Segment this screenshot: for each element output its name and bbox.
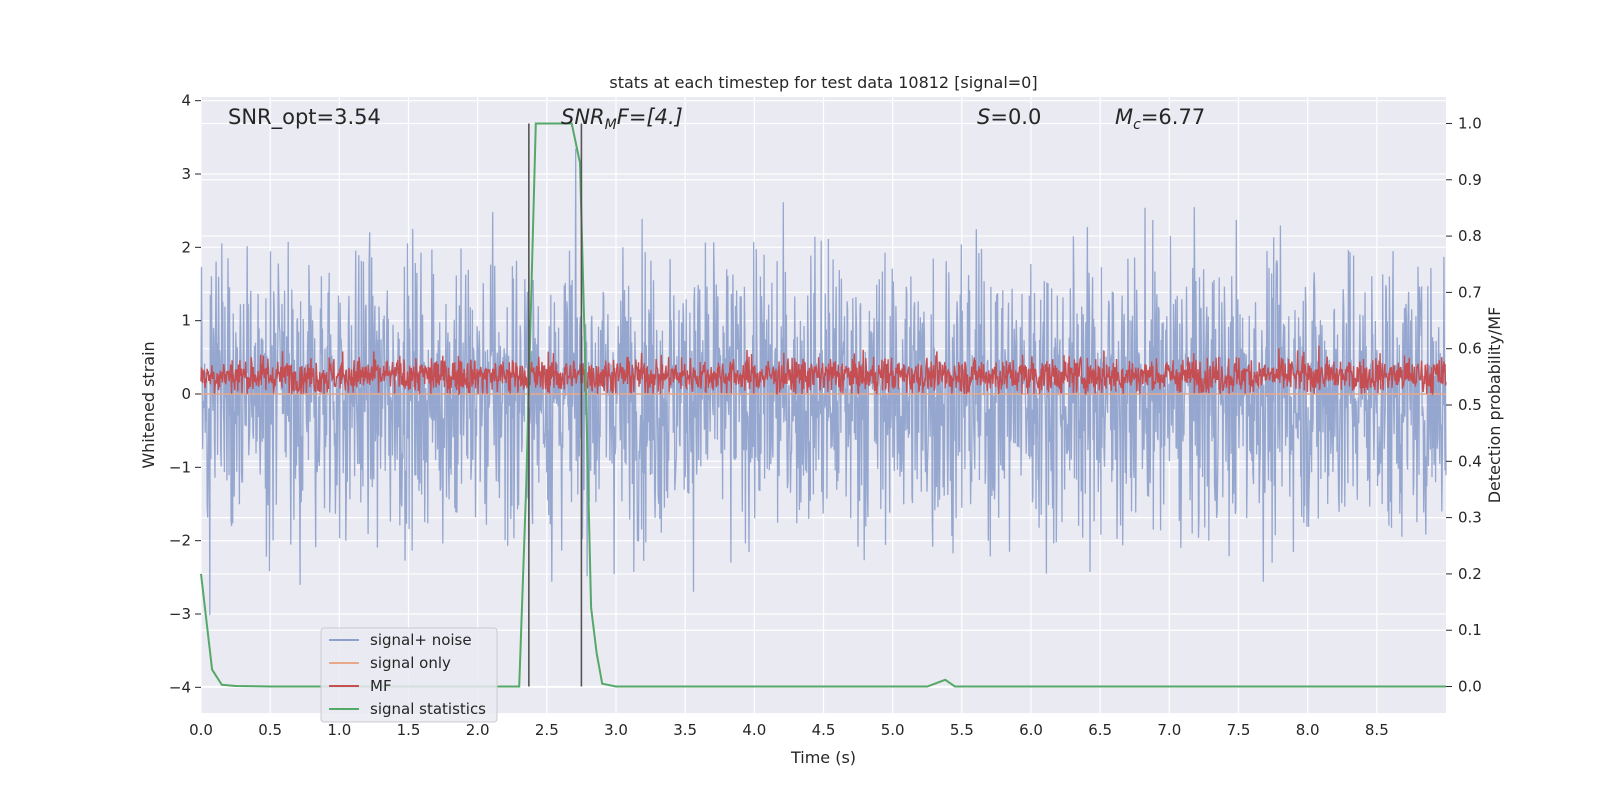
y2-tick-label: 0.0: [1458, 678, 1482, 696]
y2-axis-label: Detection probability/MF: [1485, 307, 1504, 504]
annotation-snr-opt: SNR_opt=3.54: [228, 105, 381, 130]
x-tick-label: 0.5: [258, 721, 282, 739]
y2-tick-label: 0.7: [1458, 283, 1482, 301]
vertical-markers: [528, 123, 583, 687]
y2-tick-label: 0.5: [1458, 396, 1482, 414]
s-symbol: S: [977, 105, 990, 129]
x-tick-label: 8.5: [1365, 721, 1389, 739]
annotation-mc: Mc=6.77: [1115, 105, 1205, 133]
x-tick-label: 3.0: [604, 721, 628, 739]
annotation-snr-mf: SNRMF=[4.]: [561, 105, 683, 133]
snr-mf-rest: F=[4.]: [617, 105, 683, 129]
x-tick-label: 8.0: [1296, 721, 1320, 739]
y2-tick-label: 0.8: [1458, 227, 1482, 245]
legend: signal+ noise signal only MF signal stat…: [320, 627, 498, 723]
legend-label-mf: MF: [370, 677, 392, 695]
x-tick-label: 7.0: [1157, 721, 1181, 739]
y-tick-label: −3: [169, 605, 191, 623]
y2-tick-label: 0.1: [1458, 621, 1482, 639]
y-tick-label: 3: [181, 165, 191, 183]
legend-box: [320, 627, 498, 723]
y-tick-label: 0: [181, 385, 191, 403]
x-tick-label: 2.0: [466, 721, 490, 739]
x-axis-label: Time (s): [790, 748, 856, 767]
x-tick-label: 7.5: [1227, 721, 1251, 739]
annotation-s: S=0.0: [977, 105, 1041, 129]
x-tick-label: 1.0: [327, 721, 351, 739]
y2-ticks: 1.0 0.9 0.8 0.7 0.6 0.5 0.4 0.3 0.2 0.1 0.0: [1446, 114, 1482, 696]
legend-label-signal-noise: signal+ noise: [370, 631, 472, 649]
y2-tick-label: 0.6: [1458, 340, 1482, 358]
y-tick-label: −1: [169, 458, 191, 476]
y2-tick-label: 0.3: [1458, 509, 1482, 527]
snr-mf-subscript: M: [605, 117, 617, 133]
mc-value: =6.77: [1141, 105, 1205, 129]
legend-label-signal-only: signal only: [370, 654, 451, 672]
y-tick-label: 2: [181, 238, 191, 256]
x-tick-label: 0.0: [189, 721, 213, 739]
x-tick-label: 2.5: [535, 721, 559, 739]
mc-symbol: M: [1115, 105, 1133, 129]
y2-tick-label: 0.2: [1458, 565, 1482, 583]
x-tick-label: 5.0: [881, 721, 905, 739]
series-signal-noise-line: [200, 148, 1447, 616]
series-mf-line: [200, 345, 1447, 397]
x-tick-label: 3.5: [673, 721, 697, 739]
y2-tick-label: 0.4: [1458, 452, 1482, 470]
legend-label-signal-statistics: signal statistics: [370, 700, 486, 718]
y-ticks: 4 3 2 1 0 −1 −2 −3 −4: [169, 92, 201, 696]
y-tick-label: −2: [169, 532, 191, 550]
y-tick-label: −4: [169, 678, 191, 696]
x-tick-label: 1.5: [397, 721, 421, 739]
chart-title: stats at each timestep for test data 108…: [609, 73, 1037, 92]
x-tick-label: 4.0: [742, 721, 766, 739]
mc-subscript: c: [1133, 117, 1141, 133]
x-ticks: 0.0 0.5 1.0 1.5 2.0 2.5 3.0 3.5 4.0 4.5 5.0 5.5 6.0 6…: [189, 721, 1389, 739]
x-tick-label: 4.5: [812, 721, 836, 739]
y-tick-label: 4: [181, 92, 191, 110]
snr-mf-symbol: SNR: [561, 105, 605, 129]
y2-tick-label: 0.9: [1458, 171, 1482, 189]
y2-tick-label: 1.0: [1458, 114, 1482, 132]
y-axis-label: Whitened strain: [139, 341, 158, 468]
s-value: =0.0: [990, 105, 1041, 129]
x-tick-label: 6.5: [1088, 721, 1112, 739]
x-tick-label: 5.5: [950, 721, 974, 739]
y-tick-label: 1: [181, 312, 191, 330]
x-tick-label: 6.0: [1019, 721, 1043, 739]
